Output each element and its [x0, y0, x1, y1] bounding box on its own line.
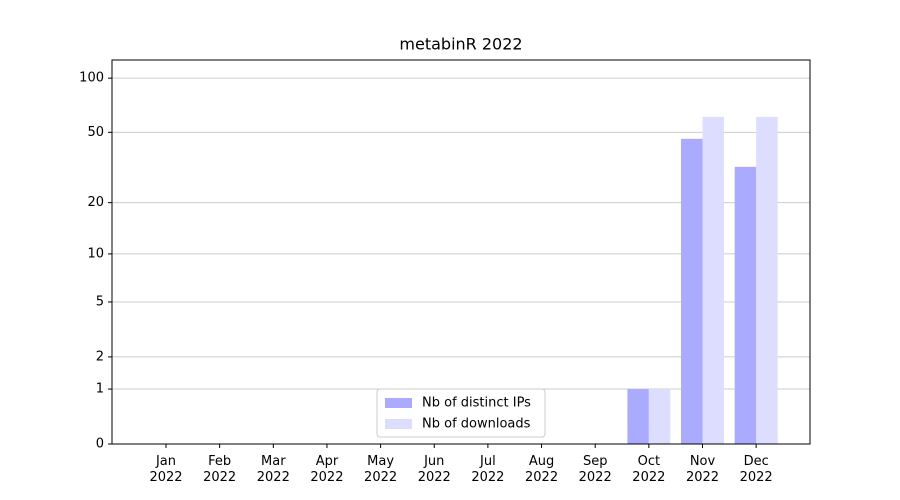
y-tick-label: 2: [96, 349, 104, 364]
x-tick-label: Oct 2022: [632, 454, 665, 485]
bar: [756, 116, 778, 445]
legend-swatch: [385, 419, 412, 429]
x-tick-label: Nov 2022: [686, 454, 719, 485]
x-tick-label: Sep 2022: [579, 454, 612, 485]
x-tick-label: Dec 2022: [740, 454, 773, 485]
x-tick-label: May 2022: [364, 454, 397, 485]
x-tick-label: Feb 2022: [203, 454, 236, 485]
axes-frame: [111, 59, 811, 445]
chart-title: metabinR 2022: [399, 35, 522, 54]
y-tick-label: 100: [79, 71, 104, 86]
x-tick-label: Mar 2022: [257, 454, 290, 485]
y-tick-label: 50: [87, 125, 104, 140]
y-tick-label: 0: [96, 437, 104, 452]
bar: [702, 116, 724, 445]
bar: [734, 166, 757, 444]
legend-box: [376, 388, 546, 438]
y-tick-label: 10: [87, 246, 104, 261]
legend-label: Nb of distinct IPs: [422, 396, 531, 411]
y-tick-label: 20: [87, 195, 104, 210]
bar: [681, 138, 703, 444]
x-tick-label: Jan 2022: [149, 454, 182, 485]
x-tick-label: Jun 2022: [418, 454, 451, 485]
bar: [648, 389, 671, 444]
x-tick-label: Apr 2022: [310, 454, 343, 485]
grid: [112, 77, 810, 445]
legend-label: Nb of downloads: [422, 417, 531, 432]
bar: [627, 389, 649, 444]
y-tick-label: 1: [96, 382, 104, 397]
y-tick-label: 5: [96, 294, 104, 309]
x-tick-label: Aug 2022: [525, 454, 558, 485]
legend-swatch: [385, 398, 412, 408]
x-tick-label: Jul 2022: [471, 454, 504, 485]
